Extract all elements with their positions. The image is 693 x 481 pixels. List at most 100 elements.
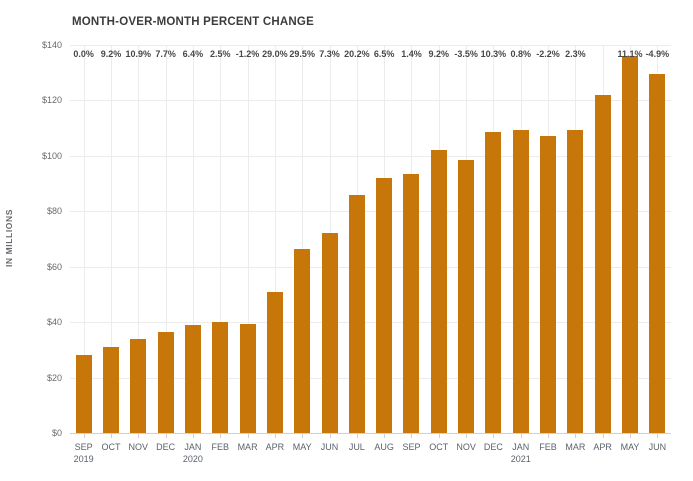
bar <box>622 56 639 433</box>
month-label: JUL <box>348 442 365 452</box>
pct-change-label: 20.2% <box>344 49 370 59</box>
pct-change-label: 29.5% <box>289 49 315 59</box>
pct-change-label: 9.2% <box>428 49 450 59</box>
pct-change-label: 0.0% <box>73 49 94 59</box>
x-tick <box>356 433 358 438</box>
y-tick-label: $100 <box>41 150 62 161</box>
gridline-v <box>165 45 167 433</box>
x-tick <box>192 433 194 438</box>
gridline-h <box>70 322 671 324</box>
gridline-h <box>70 100 671 102</box>
x-tick <box>438 433 440 438</box>
gridline-v <box>247 45 249 433</box>
x-tick <box>657 433 659 438</box>
bar <box>184 324 201 433</box>
x-tick <box>466 433 468 438</box>
month-label: JAN <box>184 442 202 452</box>
y-tick-label: $60 <box>46 261 62 272</box>
pct-change-label: 1.4% <box>401 49 422 59</box>
pct-change-label: 29.0% <box>262 49 288 59</box>
bar <box>540 136 557 433</box>
month-label: OCT <box>101 442 121 452</box>
y-tick-label: $40 <box>46 317 62 328</box>
gridline-v <box>274 45 276 433</box>
x-tick <box>548 433 550 438</box>
bar <box>649 74 666 433</box>
y-tick-label: $80 <box>46 206 62 217</box>
pct-change-label: 6.5% <box>373 49 395 59</box>
x-tick <box>493 433 495 438</box>
x-axis-line <box>70 433 671 434</box>
pct-change-label: -3.5% <box>454 49 478 59</box>
pct-change-label: 7.3% <box>319 49 340 59</box>
pct-change-label: -4.9% <box>645 49 670 59</box>
month-label: SEP <box>402 442 421 452</box>
month-label: NOV <box>456 442 476 452</box>
month-label: JUN <box>320 442 339 452</box>
month-label: OCT <box>429 442 449 452</box>
x-tick <box>83 433 85 438</box>
bar <box>458 160 475 433</box>
month-label: NOV <box>128 442 149 452</box>
x-tick <box>302 433 304 438</box>
pct-change-label: 2.5% <box>209 49 231 59</box>
pct-change-label: -2.2% <box>536 49 560 59</box>
x-tick <box>575 433 577 438</box>
gridline-v <box>83 45 85 433</box>
bar <box>266 291 283 433</box>
x-tick <box>384 433 386 438</box>
pct-change-label: 10.9% <box>125 49 152 59</box>
gridline-h <box>70 155 671 157</box>
bar <box>376 178 393 433</box>
bar <box>348 194 365 433</box>
y-tick-label: $0 <box>51 428 62 438</box>
chart-title: MONTH-OVER-MONTH PERCENT CHANGE <box>72 16 314 28</box>
bar <box>567 129 584 433</box>
bar <box>321 233 338 433</box>
bar <box>75 355 92 433</box>
month-label: JAN <box>512 442 530 452</box>
bar <box>294 248 311 433</box>
month-label: MAY <box>620 442 640 452</box>
bar <box>212 322 229 433</box>
gridline-h <box>70 377 671 379</box>
gridline-v <box>192 45 194 433</box>
year-label: 2021 <box>510 454 531 464</box>
bar <box>512 129 529 433</box>
bar <box>102 347 119 433</box>
x-tick <box>274 433 276 438</box>
gridline-v <box>302 45 304 433</box>
month-label: DEC <box>483 442 503 452</box>
x-tick <box>247 433 249 438</box>
month-label: MAR <box>237 442 258 452</box>
x-tick <box>329 433 331 438</box>
month-label: APR <box>593 442 612 452</box>
y-tick-label: $140 <box>41 40 62 50</box>
year-label: 2020 <box>182 454 203 464</box>
y-tick-label: $20 <box>46 372 62 383</box>
x-tick <box>165 433 167 438</box>
month-label: FEB <box>539 442 557 452</box>
x-tick <box>630 433 632 438</box>
pct-change-label: 10.3% <box>480 49 507 59</box>
x-tick <box>520 433 522 438</box>
pct-change-label: 11.1% <box>617 49 643 59</box>
pct-change-label: 2.3% <box>565 49 586 59</box>
bar <box>157 331 174 433</box>
bar <box>239 323 256 433</box>
gridline-v <box>138 45 140 433</box>
month-label: FEB <box>211 442 229 452</box>
pct-change-label: 6.4% <box>182 49 204 59</box>
x-tick <box>110 433 112 438</box>
month-label: SEP <box>74 442 93 452</box>
pct-change-label: 7.7% <box>155 49 176 59</box>
bar <box>485 132 502 433</box>
month-label: DEC <box>156 442 176 452</box>
gridline-h <box>70 45 671 46</box>
x-tick <box>602 433 604 438</box>
month-label: MAR <box>565 442 586 452</box>
gridline-v <box>110 45 112 433</box>
month-label: MAY <box>292 442 312 452</box>
